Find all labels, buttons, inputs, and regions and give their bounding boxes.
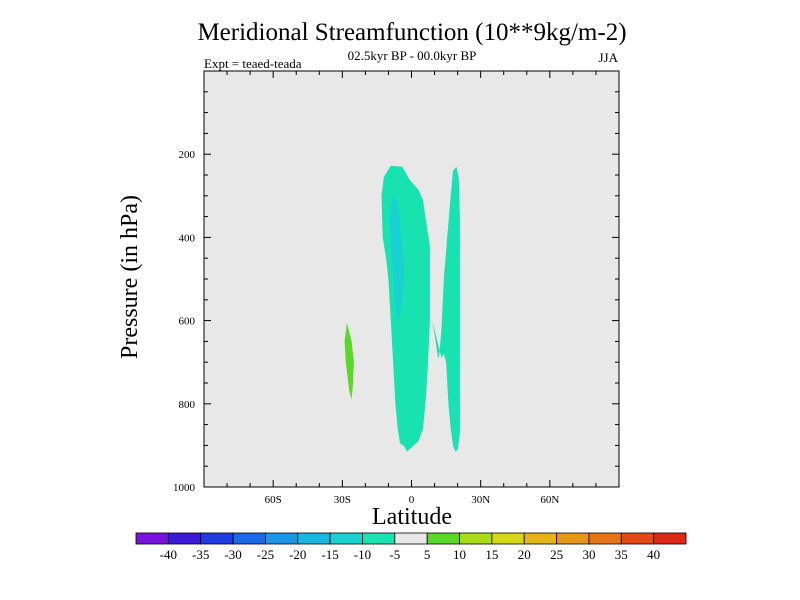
region-neg-5-east [432, 166, 460, 452]
axis-ticks: 200 400 600 800 1000 60S 30S 0 30N 60N [173, 70, 620, 506]
x-tick-label: 30N [471, 494, 490, 506]
colorbar-label: 40 [647, 547, 660, 562]
colorbar-swatch [523, 532, 557, 545]
colorbar-swatch [200, 532, 234, 545]
colorbar-swatch [491, 532, 525, 545]
colorbar-label: 20 [518, 547, 531, 562]
colorbar-swatch [394, 532, 428, 545]
colorbar-label: 35 [615, 547, 628, 562]
y-axis-label: Pressure (in hPa) [117, 195, 143, 359]
y-tick-label: 800 [179, 399, 196, 411]
colorbar-label: 5 [424, 547, 431, 562]
colorbar-label: -20 [289, 547, 306, 562]
y-tick-label: 200 [179, 149, 196, 161]
colorbar-swatch [167, 532, 202, 545]
region-neg-10-core [389, 193, 405, 321]
colorbar-label: 25 [550, 547, 563, 562]
colorbar-swatch [329, 532, 363, 545]
x-tick-label: 30S [334, 494, 351, 506]
colorbar-label: -5 [389, 547, 400, 562]
colorbar-label: -30 [224, 547, 241, 562]
y-tick-label: 400 [179, 232, 196, 244]
colorbar-label: 30 [582, 547, 595, 562]
colorbar-label: -40 [160, 547, 177, 562]
y-tick-label: 600 [179, 316, 196, 328]
colorbar-swatch [426, 532, 460, 545]
colorbar-swatch [653, 532, 687, 545]
x-tick-label: 60S [265, 494, 282, 506]
chart-title: Meridional Streamfunction (10**9kg/m-2) [197, 19, 626, 46]
colorbar-label: 15 [485, 547, 498, 562]
x-axis-label: Latitude [372, 504, 452, 530]
colorbar-label: -35 [192, 547, 209, 562]
y-tick-label: 1000 [173, 482, 196, 494]
colorbar-swatch [135, 532, 169, 545]
chart-subtitle: 02.5kyr BP - 00.0kyr BP [348, 48, 477, 63]
colorbar-swatch [362, 532, 396, 545]
season-label: JJA [598, 50, 618, 65]
colorbar-label: -15 [321, 547, 338, 562]
experiment-label: Expt = teaed-teada [204, 56, 302, 71]
colorbar-label: -10 [354, 547, 371, 562]
colorbar: -40 -35 -30 -25 -20 -15 -10 -5 5 10 15 20 25 30 35 40 [135, 532, 687, 562]
colorbar-swatch [588, 532, 622, 545]
colorbar-swatch [459, 532, 493, 545]
colorbar-label: -25 [257, 547, 274, 562]
colorbar-swatch [265, 532, 299, 545]
contour-regions [344, 165, 460, 452]
colorbar-swatch [297, 532, 331, 545]
colorbar-swatch [232, 532, 266, 545]
colorbar-swatch [620, 532, 655, 545]
colorbar-label: 10 [453, 547, 466, 562]
x-tick-label: 0 [409, 494, 415, 506]
x-tick-label: 60N [540, 494, 559, 506]
colorbar-swatch [556, 532, 590, 545]
region-pos-10 [344, 322, 354, 400]
